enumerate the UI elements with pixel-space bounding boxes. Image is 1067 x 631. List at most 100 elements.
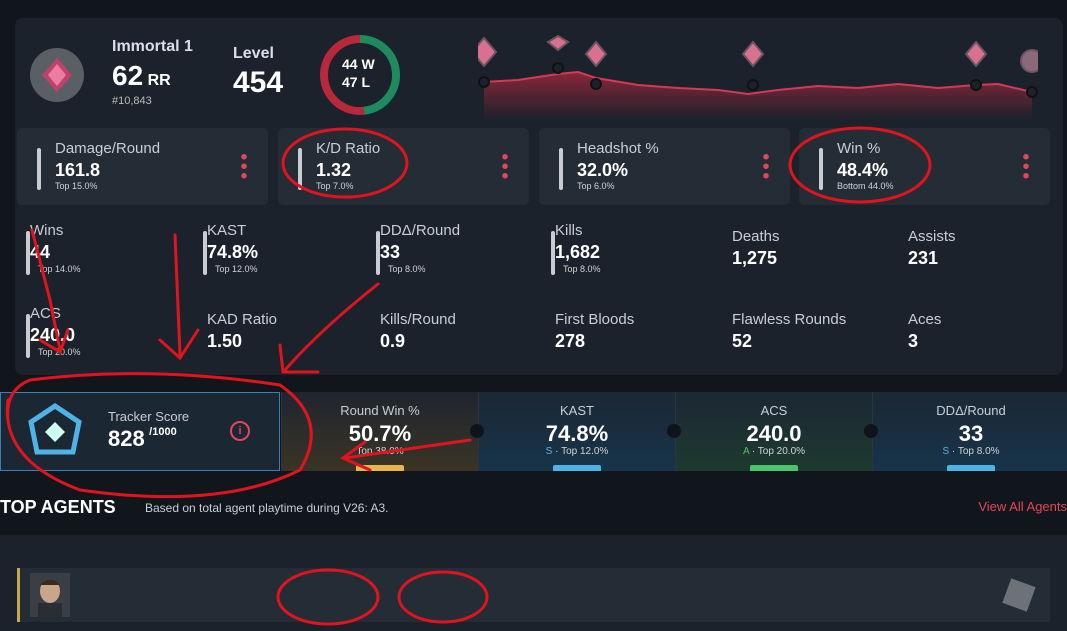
percentile-bar <box>298 148 302 190</box>
stat-value: 44 <box>30 242 51 262</box>
rr-unit: RR <box>147 72 171 89</box>
stat-percentile: Top 12.0% <box>215 264 258 274</box>
stat-value: 231 <box>908 248 939 268</box>
stat-value: 1.32 <box>316 160 352 180</box>
losses-record: 47 L <box>342 74 370 90</box>
losses-count: 47 <box>342 74 358 90</box>
level: 454 <box>233 66 284 99</box>
score-label: Round Win % <box>340 403 420 418</box>
stat-value: 0.9 <box>380 331 406 351</box>
stat-value: 33 <box>380 242 401 262</box>
stat-value: 1.50 <box>207 331 243 351</box>
wins-count: 44 <box>342 56 358 72</box>
stat-label: Wins <box>30 222 64 239</box>
menu-button[interactable] <box>241 152 247 180</box>
stat-label: Kills/Round <box>380 311 456 328</box>
stat-label: Headshot % <box>577 140 659 157</box>
tracker-score-label: Tracker Score <box>108 409 190 424</box>
percentile-bar <box>203 231 207 275</box>
stat-card: Headshot % 32.0% Top 6.0% <box>539 128 790 205</box>
stat-percentile: Top 6.0% <box>577 181 615 191</box>
stat-value: 3 <box>908 331 919 351</box>
ring-arc <box>320 35 365 115</box>
info-button[interactable]: i <box>230 421 250 441</box>
view-all-link[interactable]: View All Agents <box>978 499 1067 514</box>
rr: 62 RR <box>112 60 171 92</box>
agents-subtitle: Based on total agent playtime during V26… <box>145 501 389 515</box>
menu-button[interactable] <box>1023 152 1029 180</box>
stat-label: Aces <box>908 311 942 328</box>
stat-label: K/D Ratio <box>316 140 381 157</box>
agent-portrait <box>30 573 70 617</box>
stat-label: KAD Ratio <box>207 311 278 328</box>
tracker-score-max: /1000 <box>149 426 177 438</box>
stat-percentile: Top 15.0% <box>55 181 98 191</box>
stat-value: 240.0 <box>30 325 76 345</box>
stat-card: K/D Ratio 1.32 Top 7.0% <box>278 128 529 205</box>
percentile-bar <box>819 148 823 190</box>
score-label: DDΔ/Round <box>936 403 1006 418</box>
score-label: ACS <box>760 403 788 418</box>
score-value: 74.8% <box>545 421 609 446</box>
percentile-bar <box>26 231 30 275</box>
stat-percentile: Top 7.0% <box>316 181 354 191</box>
score-value: 240.0 <box>746 421 802 446</box>
wins-unit: W <box>361 56 375 72</box>
stat-value: 52 <box>732 331 753 351</box>
percentile-bar <box>37 148 41 190</box>
stat-card: Damage/Round 161.8 Top 15.0% <box>17 128 268 205</box>
stat-value: 1,275 <box>732 248 778 268</box>
score-label: KAST <box>560 403 594 418</box>
score-detail: S · Top 12.0% <box>545 446 609 457</box>
grade: S <box>942 446 950 457</box>
stat-label: First Bloods <box>555 311 635 328</box>
stat-label: DDΔ/Round <box>380 222 461 239</box>
stat-label: Win % <box>837 140 881 157</box>
percentile-bar <box>559 148 563 190</box>
expand-button[interactable] <box>864 424 878 438</box>
tracker-score: 828 /1000 <box>108 426 177 452</box>
tracker-score-icon <box>28 402 82 455</box>
menu-button[interactable] <box>763 152 769 180</box>
stat-percentile: Top 14.0% <box>38 264 81 274</box>
stat-value: 278 <box>555 331 586 351</box>
stat-label: Flawless Rounds <box>732 311 847 328</box>
stat-percentile: Top 20.0% <box>38 347 81 357</box>
grade-bar <box>750 465 798 471</box>
percentile: Top 20.0% <box>757 446 806 457</box>
stat-label: Damage/Round <box>55 140 161 157</box>
win-loss-ring <box>320 35 400 115</box>
expand-button[interactable] <box>667 424 681 438</box>
menu-button[interactable] <box>502 152 508 180</box>
percentile: Top 8.0% <box>957 446 1000 457</box>
agent-row <box>17 568 1050 622</box>
percentile-bar <box>376 231 380 275</box>
score-stat: KAST 74.8% S · Top 12.0% <box>478 392 675 471</box>
expand-button[interactable] <box>470 424 484 438</box>
leaderboard-rank: #10,843 <box>112 95 152 107</box>
stat-label: Assists <box>908 228 956 245</box>
stat-percentile: Bottom 44.0% <box>837 181 894 191</box>
score-stat: DDΔ/Round 33 S · Top 8.0% <box>872 392 1067 471</box>
percentile: Top 12.0% <box>561 446 609 457</box>
stat-value: 32.0% <box>577 160 629 180</box>
stat-label: ACS <box>30 305 61 322</box>
score-stat: ACS 240.0 A · Top 20.0% <box>675 392 872 471</box>
stat-value: 74.8% <box>207 242 259 262</box>
rank-history <box>478 34 1038 120</box>
tracker-score-value: 828 <box>108 426 145 451</box>
stat-label: Kills <box>555 222 583 239</box>
stat-label: Deaths <box>732 228 780 245</box>
score-detail: A · Top 20.0% <box>742 446 806 457</box>
percentile-bar <box>551 231 555 275</box>
stat-percentile: Top 8.0% <box>388 264 426 274</box>
wins-record: 44 W <box>342 56 375 72</box>
stat-label: KAST <box>207 222 247 239</box>
grade-bar <box>947 465 995 471</box>
rr-value: 62 <box>112 60 144 91</box>
stat-value: 48.4% <box>837 160 889 180</box>
map-icon <box>1002 578 1036 612</box>
score-value: 33 <box>958 421 984 446</box>
